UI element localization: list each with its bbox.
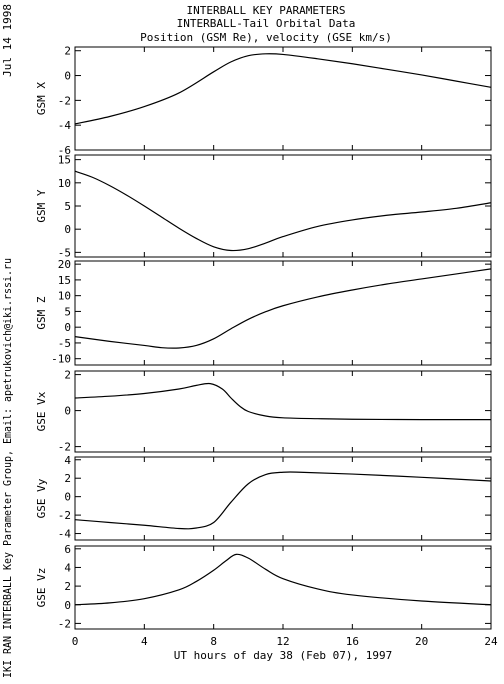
y-axis-title: GSM Y: [35, 189, 48, 222]
credit-line: IKI RAN INTERBALL Key Parameter Group, E…: [1, 258, 14, 678]
y-tick-label: 0: [64, 223, 71, 236]
x-tick-label: 24: [484, 635, 498, 648]
panel-2: -5 0 5 10 15 GSM Y: [35, 154, 492, 259]
series-line: [74, 268, 492, 349]
y-tick-label: 0: [64, 70, 71, 83]
series-line: [74, 53, 492, 125]
date-stamp: Jul 14 1998: [1, 4, 14, 77]
series-line: [74, 382, 492, 421]
panel-frame: [74, 154, 492, 258]
y-tick-label: 0: [64, 405, 71, 418]
x-tick-label: 12: [276, 635, 289, 648]
panel-4: -2 0 2 GSE Vx: [35, 369, 492, 454]
y-tick-label: 5: [64, 200, 71, 213]
y-tick-label: -4: [58, 119, 72, 132]
y-tick-label: 10: [58, 177, 71, 190]
y-tick-label: 15: [58, 154, 71, 167]
panel-frame: [74, 456, 492, 541]
y-tick-label: 2: [64, 580, 71, 593]
y-tick-label: 15: [58, 274, 71, 287]
series-line: [74, 553, 492, 606]
y-axis-title: GSE Vx: [35, 391, 48, 431]
header-title-3: Position (GSM Re), velocity (GSE km/s): [140, 31, 392, 44]
y-tick-label: -4: [58, 528, 72, 541]
y-tick-label: 4: [64, 454, 71, 467]
y-tick-label: 20: [58, 258, 71, 271]
y-tick-label: -2: [58, 617, 71, 630]
y-tick-label: 2: [64, 369, 71, 382]
x-tick-label: 0: [72, 635, 79, 648]
y-tick-label: -10: [51, 353, 71, 366]
y-tick-label: -6: [58, 144, 71, 157]
y-axis-title: GSM Z: [35, 296, 48, 329]
panel-frame: [74, 46, 492, 151]
panel-6: -2 0 2 4 6 GSE Vz: [35, 543, 492, 630]
panel-5: -4 -2 0 2 4 GSE Vy: [35, 454, 492, 541]
series-line: [74, 471, 492, 530]
y-axis-title: GSM X: [35, 82, 48, 115]
y-tick-label: -5: [58, 246, 71, 259]
y-tick-label: 2: [64, 45, 71, 58]
y-axis-title: GSE Vz: [35, 568, 48, 608]
y-tick-label: 4: [64, 561, 71, 574]
x-tick-label: 4: [141, 635, 148, 648]
header-title-2: INTERBALL-Tail Orbital Data: [177, 17, 356, 30]
panel-frame: [74, 370, 492, 453]
y-tick-label: 6: [64, 543, 71, 556]
y-axis-title: GSE Vy: [35, 478, 48, 518]
y-tick-label: 2: [64, 472, 71, 485]
panel-3: -10 -5 0 5 10 15 20 GSM Z: [35, 258, 492, 366]
y-tick-label: 0: [64, 599, 71, 612]
panel-1: -6 -4 -2 0 2 GSM X: [35, 45, 492, 157]
y-tick-label: -2: [58, 94, 71, 107]
x-tick-label: 16: [346, 635, 359, 648]
x-tick-label: 20: [415, 635, 428, 648]
panel-frame: [74, 260, 492, 366]
y-tick-label: -2: [58, 509, 71, 522]
series-line: [74, 170, 492, 252]
y-tick-label: 0: [64, 321, 71, 334]
x-axis-title: UT hours of day 38 (Feb 07), 1997: [174, 649, 393, 662]
panel-frame: [74, 545, 492, 630]
y-tick-label: 10: [58, 290, 71, 303]
y-tick-label: -2: [58, 441, 71, 454]
header-title-1: INTERBALL KEY PARAMETERS: [187, 4, 346, 17]
x-tick-label: 8: [210, 635, 217, 648]
y-tick-label: -5: [58, 337, 71, 350]
y-tick-label: 5: [64, 305, 71, 318]
y-tick-label: 0: [64, 491, 71, 504]
